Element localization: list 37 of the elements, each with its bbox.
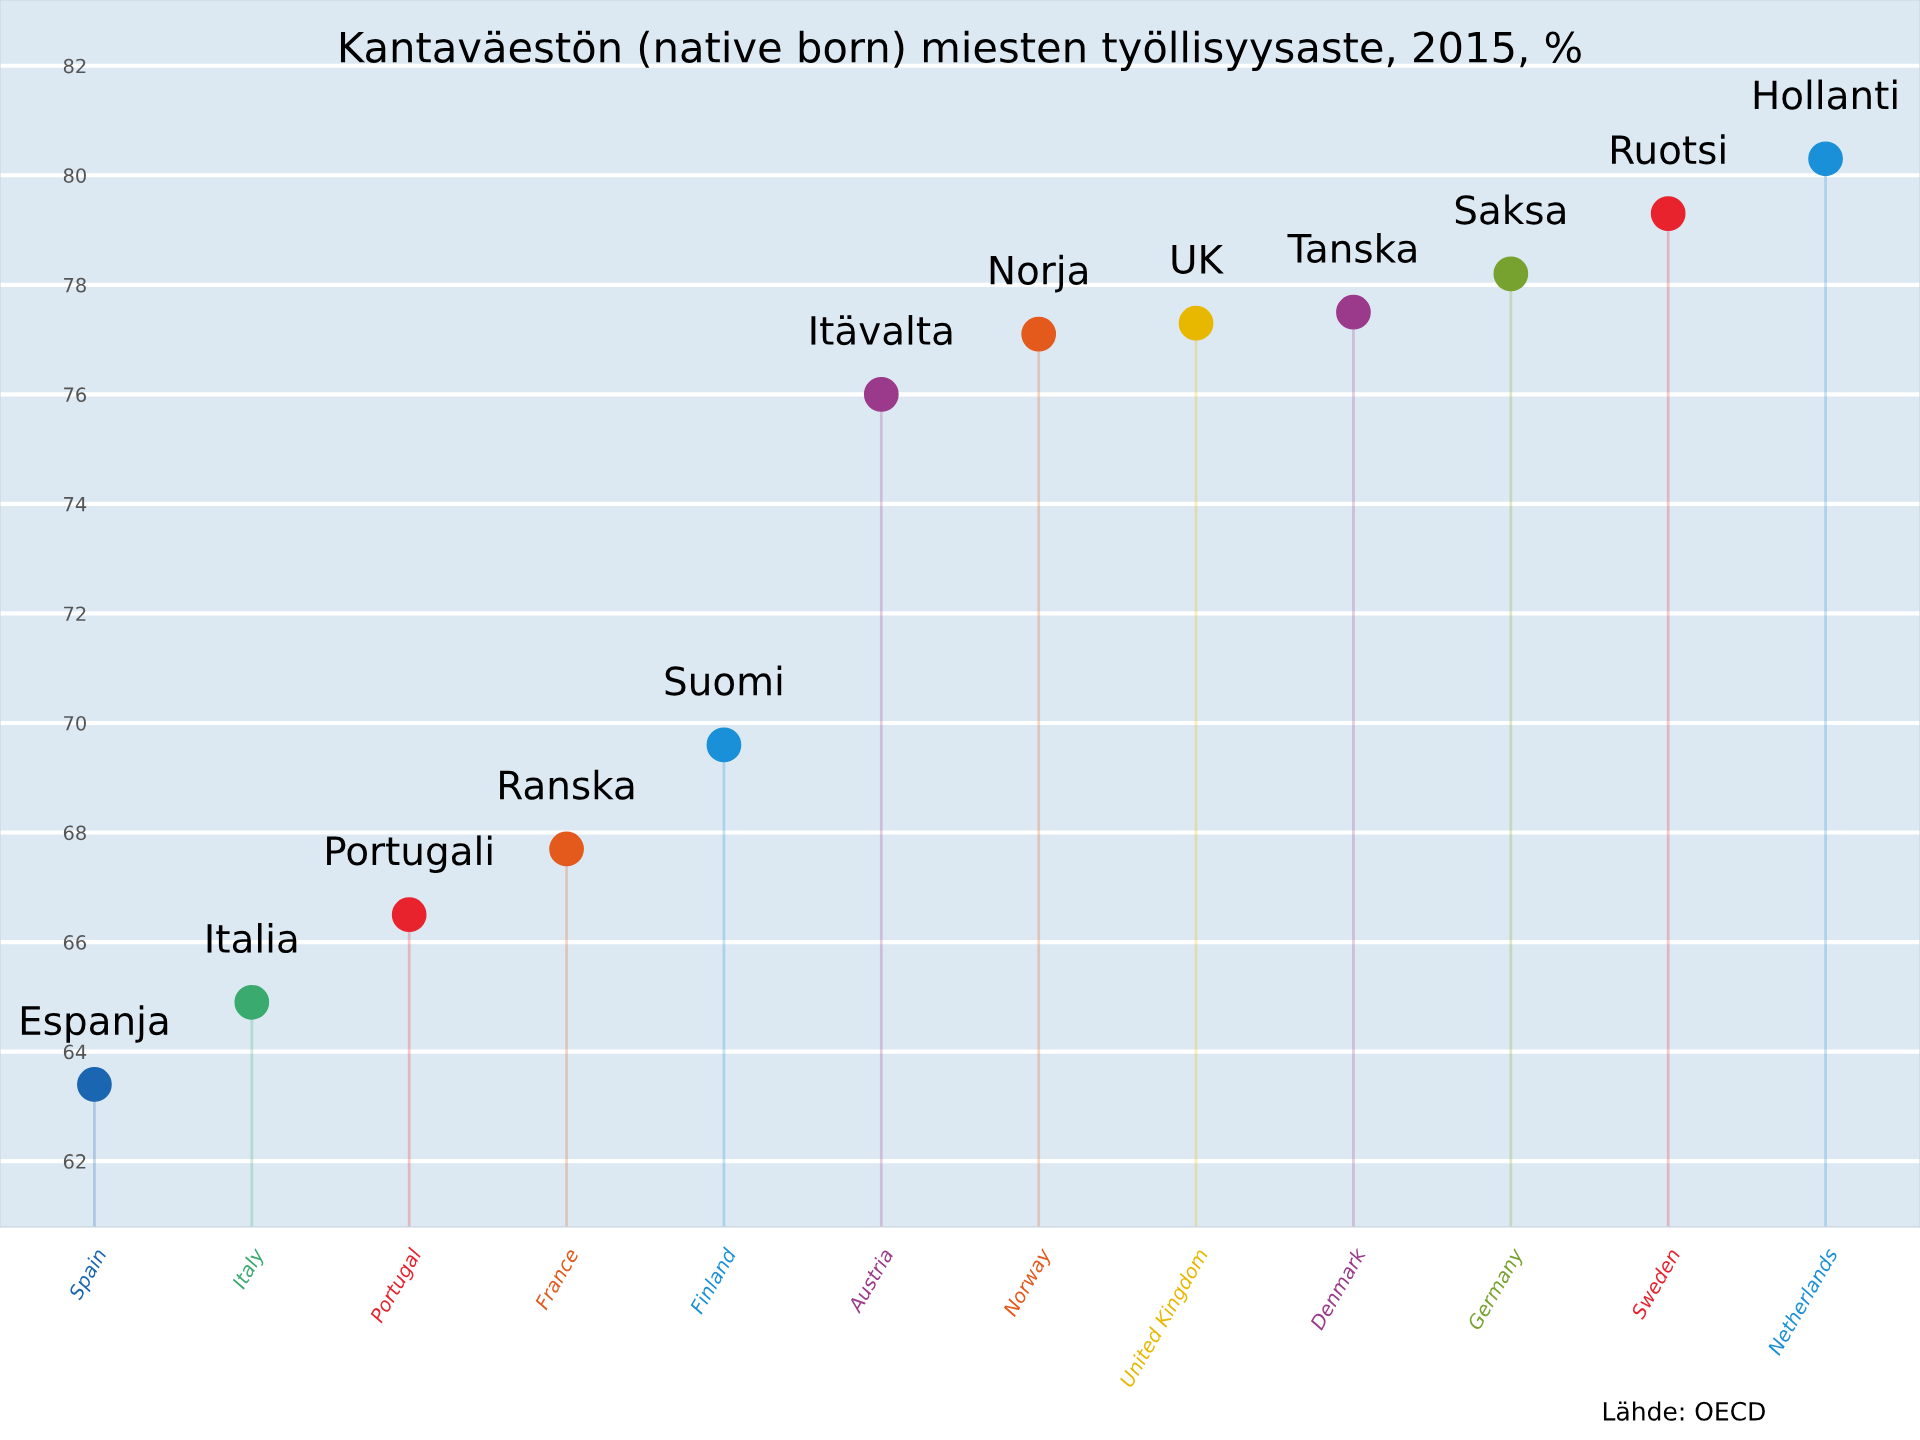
y-tick-label: 68 [63, 825, 86, 841]
y-tick-label: 82 [63, 58, 86, 74]
annotation: Norja [990, 254, 1087, 293]
text: Kantaväestön (native born) miesten työllisyysaste, 2015, % [340, 30, 1581, 71]
point [1021, 316, 1057, 352]
annotation: Espanja [21, 1005, 168, 1043]
y-tick-label: 62 [63, 1154, 86, 1169]
y-tick-label: 74 [64, 497, 87, 512]
point [1336, 294, 1371, 330]
annotation: Ranska [500, 769, 634, 800]
annotation: Tanska [1287, 232, 1416, 263]
point [1808, 141, 1843, 177]
y-tick-label: 76 [64, 387, 87, 403]
point [549, 831, 584, 867]
annotation: Italia [207, 923, 297, 954]
point [391, 897, 427, 933]
annotation: Itävalta [811, 315, 952, 346]
annotation: Suomi [665, 665, 782, 696]
point [234, 984, 270, 1020]
y-tick-label: 80 [63, 168, 86, 183]
annotation: Portugali [327, 835, 492, 874]
y-tick-label: 64 [63, 1044, 87, 1060]
y-tick-label: 78 [64, 277, 86, 293]
annotation: Hollanti [1754, 79, 1897, 110]
point [863, 376, 899, 412]
y-tick-label: 70 [64, 715, 86, 731]
annotation: Saksa [1455, 194, 1565, 225]
point [1178, 305, 1214, 341]
annotation: UK [1172, 245, 1224, 274]
y-tick-label: 66 [63, 935, 87, 950]
text: Lähde: OECD [1603, 1401, 1765, 1421]
point [77, 1067, 112, 1102]
point [1650, 196, 1686, 231]
y-tick-label: 72 [64, 606, 86, 621]
annotation: Ruotsi [1612, 134, 1725, 165]
point [706, 727, 742, 763]
point [1493, 256, 1529, 292]
